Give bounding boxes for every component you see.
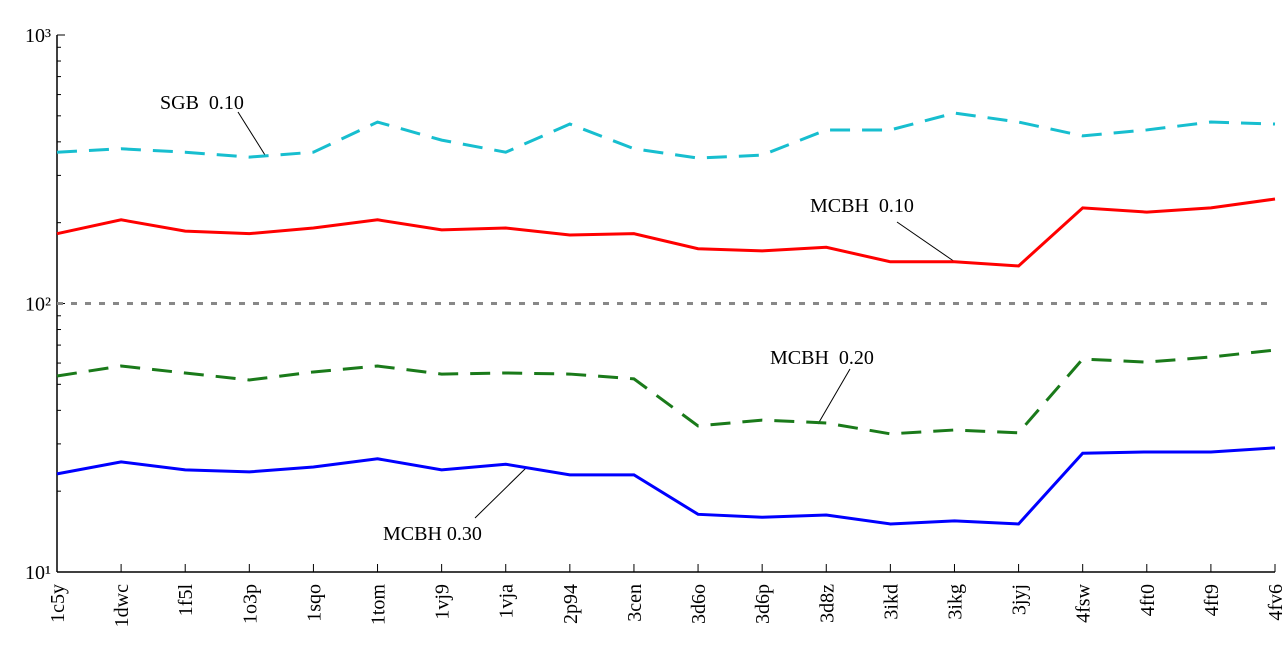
x-tick-label: 4ft0: [1137, 584, 1159, 616]
x-tick-label: 2p94: [560, 584, 582, 624]
leader-line: [474, 466, 528, 519]
x-tick-label: 3cen: [624, 584, 646, 622]
series-label: MCBH 0.30: [383, 523, 482, 545]
leader-line: [896, 221, 956, 263]
x-tick-label: 4fv6: [1265, 584, 1287, 621]
x-tick-label: 3d8z: [816, 584, 838, 623]
x-tick-label: 1tom: [368, 584, 390, 626]
series-label: MCBH 0.20: [770, 347, 874, 369]
series-line: [56, 197, 1276, 268]
leader-line: [237, 111, 266, 156]
y-tick-label: 10³: [25, 25, 51, 47]
x-tick-label: 3d6o: [688, 584, 710, 624]
series-label: SGB 0.10: [160, 92, 244, 114]
annotation-leaders: [237, 111, 956, 519]
x-tick-label: 1f5l: [175, 584, 197, 617]
series-line: [56, 446, 1276, 526]
x-tick-label: 1vja: [496, 584, 518, 619]
series-line: [56, 348, 1276, 436]
x-tick-label: 3ikd: [880, 584, 902, 620]
x-tick-label: 3d6p: [752, 584, 774, 624]
y-tick-label: 10¹: [25, 562, 51, 584]
x-tick-label: 3jyj: [1009, 584, 1031, 615]
series-label: MCBH 0.10: [810, 195, 914, 217]
series-line: [56, 111, 1276, 160]
x-tick-label: 4fsw: [1073, 583, 1095, 622]
x-tick-label: 4ft9: [1201, 584, 1223, 616]
x-tick-label: 3ikg: [944, 584, 966, 620]
x-tick-label: 1o3p: [239, 584, 261, 624]
x-tick-label: 1vj9: [432, 584, 454, 620]
x-tick-label: 1sqo: [303, 584, 325, 622]
x-tick-label: 1c5y: [47, 584, 69, 623]
y-tick-label: 10²: [25, 294, 51, 316]
leader-line: [817, 368, 851, 425]
x-tick-label: 1dwc: [111, 584, 133, 627]
